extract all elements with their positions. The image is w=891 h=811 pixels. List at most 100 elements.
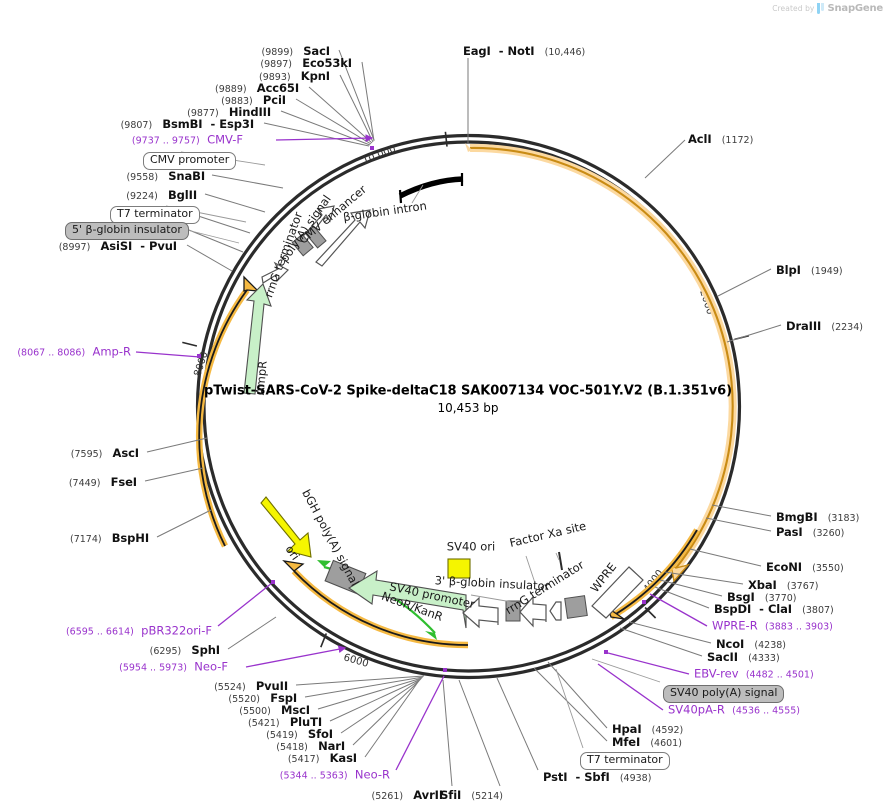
enzyme-position: (6295) [149, 646, 182, 657]
enzyme-position: (4333) [748, 653, 780, 664]
enzyme-name: EagI [463, 44, 491, 58]
enzyme-name: FseI [110, 475, 137, 489]
enzyme-label-pvuii[interactable]: (5524) PvuII [214, 677, 288, 693]
enzyme-separator: - [490, 44, 508, 58]
enzyme-label-blpi[interactable]: BlpI (1949) [776, 261, 843, 277]
enzyme-label-hpai[interactable]: HpaI (4592) [612, 720, 683, 736]
enzyme-name: KpnI [300, 69, 330, 83]
enzyme-label-draiii[interactable]: DraIII (2234) [786, 317, 863, 333]
enzyme-label-pluti[interactable]: (5421) PluTI [248, 713, 322, 729]
enzyme-label-snabi[interactable]: (9558) SnaBI [126, 167, 205, 183]
enzyme-name: MscI [281, 703, 310, 717]
feature-pill-sv40-poly-a-signal[interactable]: SV40 poly(A) signal [663, 685, 785, 703]
enzyme-label-bmgbi[interactable]: BmgBI (3183) [776, 508, 859, 524]
enzyme-position: (10,446) [544, 47, 586, 58]
ampr-feature-arrow [243, 283, 272, 395]
enzyme-label-bglii[interactable]: (9224) BglII [126, 186, 197, 202]
factor-xa-tick [558, 551, 563, 571]
enzyme-label-pasi[interactable]: PasI (3260) [776, 523, 844, 539]
enzyme-position: (5520) [228, 694, 261, 705]
primer-label-pbr322ori-f[interactable]: (6595 .. 6614) pBR322ori-F [66, 625, 212, 637]
tick-label-10000: 10,000 [361, 143, 398, 166]
feature-pill-t7-terminator[interactable]: T7 terminator [580, 752, 670, 770]
primer-label-wpre-r[interactable]: WPRE-R (3883 .. 3903) [712, 620, 833, 632]
enzyme-name-secondary: ClaI [767, 602, 792, 616]
enzyme-position: (3770) [764, 593, 797, 604]
enzyme-name: PasI [776, 525, 803, 539]
feature-pill-5-globin-insulator[interactable]: 5' β-globin insulator [65, 222, 189, 240]
enzyme-label-psti[interactable]: PstI - SbfI (4938) [543, 768, 651, 784]
enzyme-separator: - [132, 239, 149, 253]
primer-name: pBR322ori-F [141, 623, 212, 638]
enzyme-name: SfoI [307, 727, 333, 741]
enzyme-label-bspdi[interactable]: BspDI - ClaI (3807) [714, 600, 834, 616]
feature-pill-t7-terminator[interactable]: T7 terminator [110, 206, 200, 224]
primer-name: Amp-R [92, 344, 131, 359]
sv40-ori-square [447, 558, 471, 579]
enzyme-label-asci[interactable]: (7595) AscI [71, 444, 139, 460]
rrng-terminator-arrow-left [261, 261, 289, 284]
enzyme-label-econi[interactable]: EcoNI (3550) [766, 558, 844, 574]
enzyme-label-ncoi[interactable]: NcoI (4238) [716, 635, 786, 651]
enzyme-label-acc65i[interactable]: (9889) Acc65I [215, 79, 299, 95]
enzyme-label-bsmbi[interactable]: (9807) BsmBI - Esp3I [121, 115, 255, 131]
enzyme-label-sfoi[interactable]: (5419) SfoI [266, 725, 333, 741]
enzyme-label-xbai[interactable]: XbaI (3767) [748, 576, 819, 592]
enzyme-label-sphi[interactable]: (6295) SphI [150, 641, 220, 657]
enzyme-separator: - [202, 117, 220, 131]
enzyme-label-kpni[interactable]: (9893) KpnI [259, 67, 330, 83]
enzyme-label-eco53ki[interactable]: (9897) Eco53kI [260, 54, 352, 70]
primer-label-neo-f[interactable]: (5954 .. 5973) Neo-F [119, 661, 228, 673]
enzyme-label-sacii[interactable]: SacII (4333) [707, 648, 780, 664]
enzyme-separator: - [751, 602, 768, 616]
enzyme-name: Acc65I [256, 81, 299, 95]
feature-label-ampr[interactable]: AmpR [252, 360, 270, 396]
snapgene-logo-icon [817, 3, 825, 14]
enzyme-label-eagi[interactable]: EagI - NotI (10,446) [463, 42, 585, 58]
primer-label-ebv-rev[interactable]: EBV-rev (4482 .. 4501) [694, 668, 814, 680]
primer-name: Neo-F [194, 659, 228, 674]
enzyme-name-secondary: NotI [507, 44, 535, 58]
primer-label-neo-r[interactable]: (5344 .. 5363) Neo-R [280, 769, 390, 781]
enzyme-label-acli[interactable]: AclI (1172) [688, 130, 753, 146]
enzyme-label-msci[interactable]: (5500) MscI [239, 701, 310, 717]
enzyme-label-nari[interactable]: (5418) NarI [276, 737, 345, 753]
enzyme-label-kasi[interactable]: (5417) KasI [288, 749, 357, 765]
enzyme-label-mfei[interactable]: MfeI (4601) [612, 733, 682, 749]
primer-ticks [197, 146, 646, 672]
enzyme-label-bsphi[interactable]: (7174) BspHI [70, 529, 149, 545]
enzyme-label-fspi[interactable]: (5520) FspI [228, 689, 297, 705]
enzyme-position: (7174) [69, 534, 102, 545]
feature-label-sv40-ori[interactable]: SV40 ori [446, 539, 496, 554]
enzyme-label-saci[interactable]: (9899) SacI [261, 42, 330, 58]
feature-pill-cmv-promoter[interactable]: CMV promoter [143, 152, 237, 170]
enzyme-label-hindiii[interactable]: (9877) HindIII [187, 103, 271, 119]
enzyme-position: (9899) [261, 47, 294, 58]
primer-name: SV40pA-R [668, 702, 725, 717]
enzyme-label-sfii[interactable]: SfiI (5214) [430, 786, 503, 802]
enzyme-label-avrii[interactable]: (5261) AvrII [372, 786, 444, 802]
primer-label-amp-r[interactable]: (8067 .. 8086) Amp-R [17, 346, 131, 358]
enzyme-position: (4938) [619, 773, 652, 784]
enzyme-position: (1949) [811, 266, 843, 277]
ori-arc [282, 560, 469, 649]
enzyme-label-bsgi[interactable]: BsgI (3770) [727, 588, 797, 604]
enzyme-position: (4238) [754, 640, 786, 651]
enzyme-name: EcoNI [766, 560, 802, 574]
rrng-terminator-arrows [519, 595, 562, 628]
enzyme-name: BsgI [727, 590, 755, 604]
enzyme-position: (5421) [248, 718, 280, 729]
enzyme-position: (4592) [651, 725, 684, 736]
beta-globin-insulator-box [505, 600, 521, 622]
enzyme-position: (9893) [259, 72, 291, 83]
enzyme-label-fsei[interactable]: (7449) FseI [69, 473, 137, 489]
enzyme-label-asisi[interactable]: (8997) AsiSI - PvuI [59, 237, 177, 253]
snapgene-watermark: Created by SnapGene [772, 3, 883, 14]
wpre-box [591, 566, 644, 619]
enzyme-position: (1172) [721, 135, 754, 146]
primer-label-cmv-f[interactable]: (9737 .. 9757) CMV-F [132, 134, 243, 146]
enzyme-label-pcii[interactable]: (9883) PciI [221, 91, 286, 107]
primer-label-sv40pa-r[interactable]: SV40pA-R (4536 .. 4555) [668, 704, 800, 716]
enzyme-name: KasI [329, 751, 358, 765]
